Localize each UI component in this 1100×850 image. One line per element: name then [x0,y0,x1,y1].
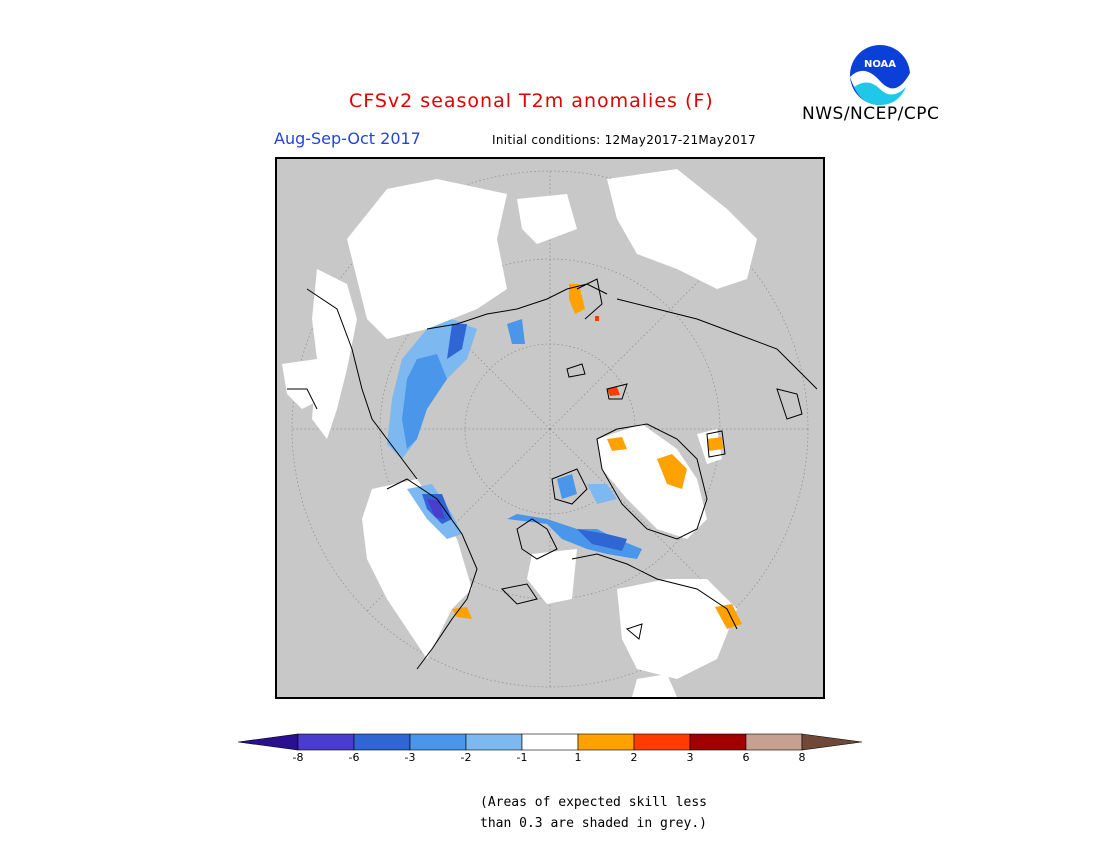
below-normal-regions [387,319,642,559]
legend-swatch-below--8 [237,733,299,751]
legend-swatch--1-1 [521,733,579,751]
legend-swatch-2-3 [633,733,691,751]
season-label: Aug-Sep-Oct 2017 [274,129,421,148]
initial-conditions-label: Initial conditions: 12May2017-21May2017 [492,133,756,147]
footnote-line-1: (Areas of expected skill less [480,795,707,810]
noaa-logo-text: NOAA [864,59,896,70]
legend-swatch--3--2 [409,733,467,751]
color-legend [237,733,863,751]
legend-swatch-above-8 [801,733,863,751]
legend-tick: 8 [798,751,806,764]
legend-swatch--2--1 [465,733,523,751]
legend-tick: 2 [630,751,638,764]
skill-footnote: (Areas of expected skill less than 0.3 a… [480,792,707,834]
footnote-line-2: than 0.3 are shaded in grey.) [480,816,707,831]
agency-label: NWS/NCEP/CPC [802,104,940,124]
legend-tick: -6 [348,751,360,764]
polar-map [275,157,825,699]
chart-title: CFSv2 seasonal T2m anomalies (F) [349,90,714,112]
legend-tick: -8 [292,751,304,764]
legend-tick: 3 [686,751,694,764]
legend-tick: -3 [404,751,416,764]
legend-swatch-3-6 [689,733,747,751]
legend-swatch--6--3 [353,733,411,751]
legend-swatch-6-8 [745,733,803,751]
legend-tick: -1 [516,751,528,764]
legend-swatch--8--6 [297,733,355,751]
noaa-logo: NOAA [848,43,912,107]
near-normal-regions [282,169,757,697]
legend-swatch-1-2 [577,733,635,751]
coastlines [287,278,818,670]
legend-tick: 1 [574,751,582,764]
above-normal-regions [452,284,742,629]
legend-tick: 6 [742,751,750,764]
legend-tick: -2 [460,751,472,764]
